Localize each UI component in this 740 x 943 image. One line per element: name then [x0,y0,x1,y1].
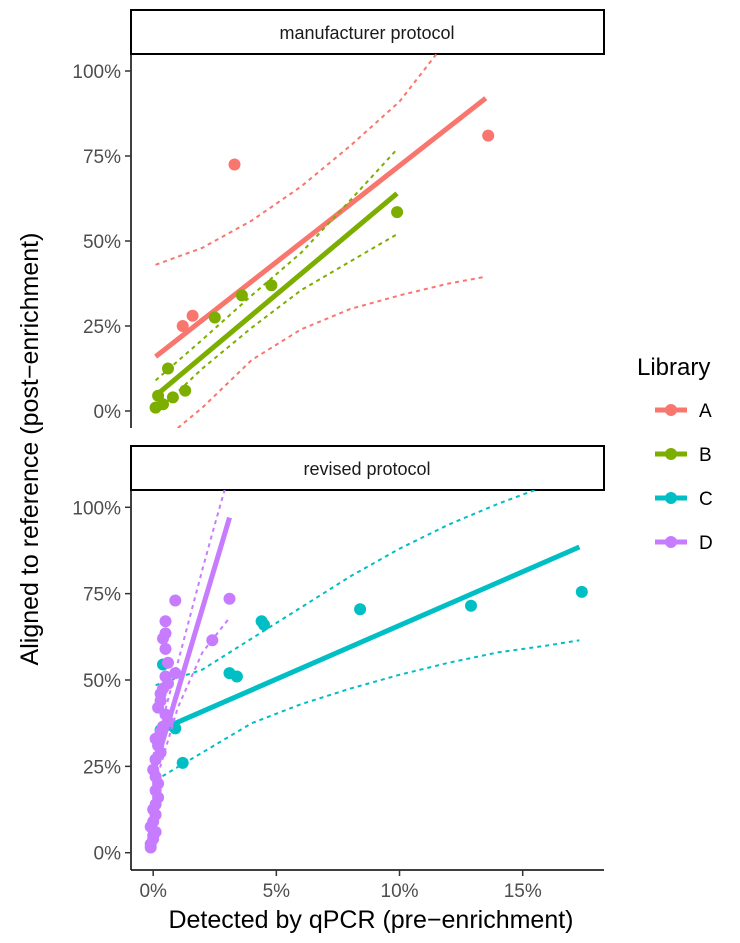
legend-key-point [665,536,677,548]
point-c [575,585,588,598]
strip-revised [130,445,605,491]
strip-manufacturer [130,9,605,55]
point-d [159,615,172,628]
panel-manufacturer: manufacturer protocol 0% 25% 50% 75% 100% [72,9,605,428]
ci-upper-a [155,54,438,266]
point-b [157,398,169,411]
legend-item-a: A [655,401,712,422]
point-d [169,594,182,607]
point-b [166,391,179,404]
fit-line-d [150,516,232,774]
ci-lower-c [155,639,580,782]
point-b [235,289,248,302]
y-tick-label: 25% [83,757,121,778]
point-d [159,670,172,683]
point-d [169,667,182,680]
fit-line-b [154,191,399,398]
fit-line-c [154,544,581,735]
x-tick-label: 10% [381,881,419,902]
point-c [258,618,270,631]
point-c [176,756,189,769]
point-c [465,599,477,612]
y-tick-label: 0% [94,402,122,423]
ci-lower-b [154,233,398,414]
plot-area-manufacturer [149,54,495,428]
y-tick-label: 75% [83,585,121,606]
point-a [228,158,241,171]
y-ticks-revised: 0% 25% 50% 75% 100% [72,498,131,865]
point-a [176,320,189,332]
y-tick-label: 50% [83,232,121,253]
legend-item-d: D [655,533,713,554]
point-a [482,129,495,142]
fit-line-a [154,96,488,359]
point-b [391,206,404,219]
legend-item-b: B [655,445,712,466]
y-tick-label: 100% [72,62,121,83]
x-ticks: 0% 5% 10% 15% [139,870,542,902]
strip-label-manufacturer: manufacturer protocol [279,23,454,43]
point-d [159,627,172,640]
point-a [186,309,199,322]
strip-label-revised: revised protocol [303,459,430,479]
legend-title: Library [637,354,710,381]
x-tick-label: 15% [504,881,542,902]
legend-label: B [699,445,712,466]
point-b [179,384,192,397]
y-tick-label: 0% [94,844,122,865]
point-c [230,670,243,683]
ci-upper-d [152,490,226,757]
point-d [223,592,236,605]
point-d [206,634,219,647]
y-tick-label: 75% [83,147,121,168]
clipped-marks [144,490,588,854]
legend: Library A B C D [637,354,713,554]
panel-revised: revised protocol 0% 25% 50% 75% 100% 0% 5% 10%… [72,445,605,902]
legend-label: C [699,489,713,510]
y-axis-title: Aligned to reference (post−enrichment) [16,233,44,666]
point-c [354,603,367,616]
legend-key-point [665,448,677,460]
clipped-marks [149,54,495,428]
legend-key-point [665,492,677,504]
y-tick-label: 50% [83,671,121,692]
y-tick-label: 25% [83,317,121,338]
legend-item-c: C [655,489,713,510]
legend-label: A [699,401,712,422]
x-axis-title: Detected by qPCR (pre−enrichment) [168,906,573,934]
point-d [162,656,174,669]
legend-label: D [699,533,713,554]
plot-area-revised [144,490,588,854]
point-b [162,362,174,375]
x-tick-label: 0% [139,881,167,902]
y-ticks-manufacturer: 0% 25% 50% 75% 100% [72,62,131,423]
legend-key-point [665,404,677,416]
x-tick-label: 5% [263,881,291,902]
ci-upper-b [154,148,398,382]
y-tick-label: 100% [72,498,121,519]
point-d [159,642,172,655]
ci-lower-a [177,275,486,428]
point-b [265,279,278,292]
ci-upper-c [155,490,536,687]
point-b [208,311,221,324]
